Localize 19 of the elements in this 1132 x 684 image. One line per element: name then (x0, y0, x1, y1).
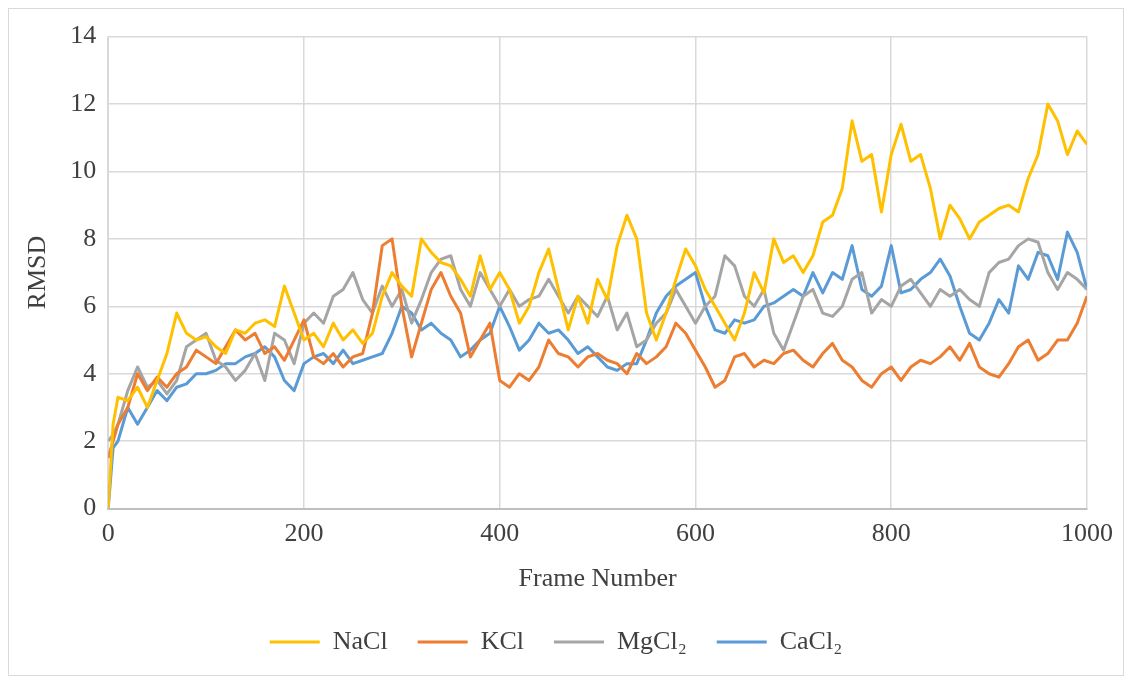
x-tick-label: 400 (480, 518, 520, 548)
x-tick-label: 200 (284, 518, 324, 548)
y-tick-label: 12 (70, 87, 97, 117)
y-tick-label: 10 (70, 155, 97, 185)
x-axis-title: Frame Number (518, 563, 677, 593)
y-tick-label: 0 (83, 492, 97, 522)
x-tick-label: 600 (675, 518, 715, 548)
legend-label: CaCl₂ (779, 625, 843, 655)
y-tick-label: 6 (83, 290, 97, 320)
legend-label: NaCl (332, 625, 388, 655)
y-tick-label: 4 (83, 357, 97, 387)
legend-label: KCl (480, 625, 524, 655)
y-axis-title: RMSD (22, 235, 52, 310)
legend-label: MgCl₂ (616, 625, 687, 655)
y-tick-label: 2 (83, 425, 97, 454)
y-tick-label: 8 (83, 222, 97, 252)
x-tick-label: 800 (871, 518, 911, 548)
y-tick-label: 14 (70, 20, 97, 50)
x-tick-label: 1000 (1061, 518, 1113, 548)
